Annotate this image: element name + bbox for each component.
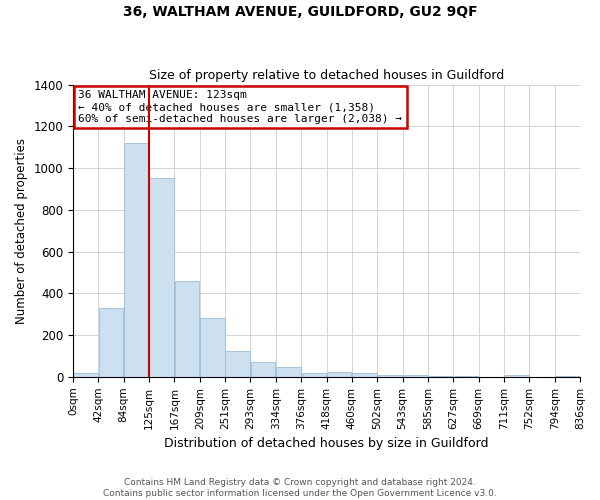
- Y-axis label: Number of detached properties: Number of detached properties: [15, 138, 28, 324]
- Bar: [73, 372, 98, 377]
- Bar: [124, 143, 149, 377]
- Bar: [505, 374, 529, 377]
- Text: 36 WALTHAM AVENUE: 123sqm
← 40% of detached houses are smaller (1,358)
60% of se: 36 WALTHAM AVENUE: 123sqm ← 40% of detac…: [78, 90, 402, 124]
- Bar: [99, 308, 124, 377]
- Bar: [555, 376, 580, 377]
- Text: 36, WALTHAM AVENUE, GUILDFORD, GU2 9QF: 36, WALTHAM AVENUE, GUILDFORD, GU2 9QF: [122, 5, 478, 19]
- Bar: [428, 376, 453, 377]
- Text: Contains HM Land Registry data © Crown copyright and database right 2024.
Contai: Contains HM Land Registry data © Crown c…: [103, 478, 497, 498]
- Bar: [149, 178, 174, 377]
- Bar: [251, 362, 275, 377]
- Title: Size of property relative to detached houses in Guildford: Size of property relative to detached ho…: [149, 69, 504, 82]
- Bar: [352, 372, 377, 377]
- Bar: [276, 368, 301, 377]
- Bar: [302, 372, 326, 377]
- X-axis label: Distribution of detached houses by size in Guildford: Distribution of detached houses by size …: [164, 437, 489, 450]
- Bar: [454, 376, 478, 377]
- Bar: [403, 374, 428, 377]
- Bar: [226, 350, 250, 377]
- Bar: [175, 281, 199, 377]
- Bar: [200, 318, 225, 377]
- Bar: [377, 374, 402, 377]
- Bar: [327, 372, 352, 377]
